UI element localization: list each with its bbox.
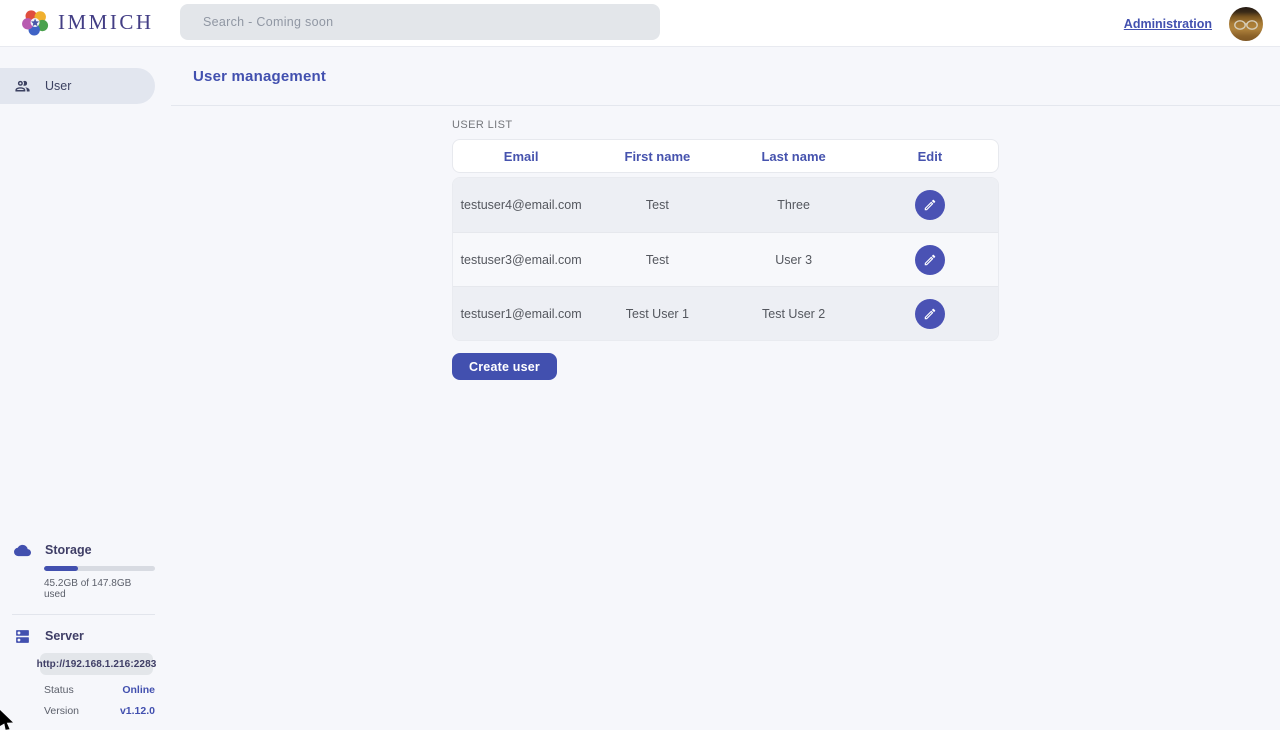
glasses-icon: [1234, 19, 1258, 30]
server-url-badge: http://192.168.1.216:2283: [37, 653, 156, 675]
edit-user-button[interactable]: [914, 244, 945, 275]
cell-first-name: Test User 1: [625, 306, 689, 321]
storage-title: Storage: [45, 543, 92, 557]
cell-last-name: Three: [777, 198, 810, 212]
page-title: User management: [193, 67, 327, 85]
version-label: Version: [44, 705, 80, 717]
pencil-icon: [924, 199, 936, 211]
edit-user-button[interactable]: [914, 190, 945, 220]
status-label: Status: [44, 684, 74, 696]
table-row: testuser4@email.com Test Three: [453, 178, 998, 232]
server-status-row: Status Online: [44, 684, 155, 696]
cell-last-name: Test User 2: [762, 306, 826, 321]
administration-link[interactable]: Administration: [1123, 16, 1212, 31]
cell-email: testuser3@email.com: [460, 252, 582, 267]
brand-wordmark: IMMICH: [58, 10, 154, 34]
pencil-icon: [924, 254, 936, 265]
user-avatar[interactable]: [1229, 6, 1263, 41]
immich-logo-icon: [20, 7, 51, 38]
column-header-email: Email: [503, 148, 539, 164]
column-header-edit: Edit: [917, 148, 943, 164]
status-value: Online: [122, 684, 155, 696]
server-icon: [14, 628, 31, 645]
server-version-row: Version v1.12.0: [44, 705, 155, 717]
user-table-header: Email First name Last name Edit: [452, 139, 999, 173]
storage-progress-bar: [44, 566, 155, 571]
user-management-content: USER LIST Email First name Last name Edi…: [452, 119, 999, 380]
create-user-button[interactable]: Create user: [452, 353, 557, 380]
server-title: Server: [45, 629, 84, 643]
storage-progress-fill: [44, 566, 78, 571]
storage-usage-text: 45.2GB of 147.8GB used: [44, 578, 132, 600]
storage-header: Storage: [14, 542, 155, 558]
users-icon: [14, 78, 31, 95]
table-row: testuser3@email.com Test User 3: [453, 232, 998, 286]
sidebar-footer: Storage 45.2GB of 147.8GB used Server ht…: [0, 542, 171, 730]
sidebar-item-label: User: [45, 79, 72, 93]
user-list-label: USER LIST: [452, 119, 513, 131]
sidebar: User Storage 45.2GB of 147.8GB used Serv…: [0, 47, 171, 730]
cell-email: testuser1@email.com: [460, 306, 582, 321]
search-input[interactable]: [180, 4, 660, 40]
title-row: User management: [171, 47, 1280, 106]
cell-first-name: Test: [645, 252, 669, 267]
brand: IMMICH: [20, 7, 154, 38]
sidebar-divider: [12, 614, 155, 615]
main-area: User management USER LIST Email First na…: [171, 47, 1280, 730]
top-navbar: IMMICH Administration: [0, 0, 1280, 47]
edit-user-button[interactable]: [914, 298, 945, 329]
pencil-icon: [924, 308, 936, 319]
cell-last-name: User 3: [775, 252, 813, 267]
cell-email: testuser4@email.com: [460, 198, 582, 212]
table-row: testuser1@email.com Test User 1 Test Use…: [453, 286, 998, 340]
cell-first-name: Test: [645, 198, 669, 212]
cloud-icon: [14, 542, 31, 559]
server-header: Server: [14, 628, 155, 644]
sidebar-item-user[interactable]: User: [0, 68, 155, 104]
column-header-last-name: Last name: [761, 148, 826, 164]
version-value: v1.12.0: [119, 705, 155, 717]
user-table-body: testuser4@email.com Test Three testuser3…: [452, 177, 999, 341]
column-header-first-name: First name: [624, 148, 691, 164]
navbar-right: Administration: [1124, 0, 1263, 47]
